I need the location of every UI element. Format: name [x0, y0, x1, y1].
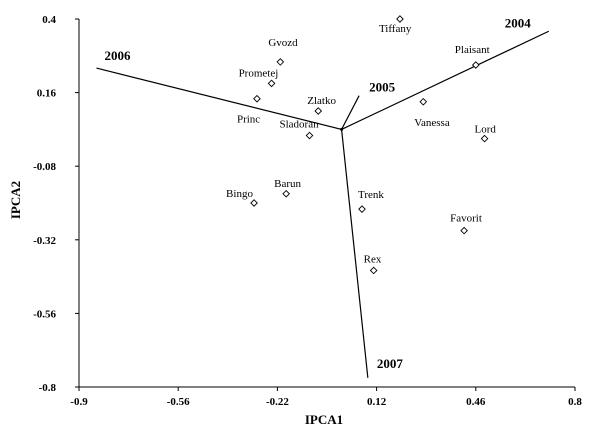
point-label-gvozd: Gvozd: [268, 37, 298, 49]
point-marker-barun: [282, 189, 290, 198]
y-tick-label: 0.4: [42, 14, 56, 26]
point-marker-vanessa: [419, 97, 428, 106]
point-label-plaisant: Plaisant: [455, 44, 490, 56]
vector-line-2007: [340, 129, 369, 378]
point-label-tiffany: Tiffany: [379, 23, 412, 35]
point-marker-plaisant: [471, 61, 480, 69]
point-label-zlatko: Zlatko: [307, 95, 336, 107]
point-marker-sladoran: [305, 131, 314, 140]
point-label-rex: Rex: [364, 253, 382, 265]
point-label-princ: Princ: [237, 114, 260, 126]
x-tick-label: -0.9: [70, 396, 88, 408]
point-marker-trenk: [358, 205, 366, 213]
x-axis-title: IPCA1: [305, 412, 343, 427]
environment-vectors: 2006 2004 2005 2007: [96, 15, 549, 378]
y-tick-label: 0.16: [37, 88, 57, 100]
vector-label-2004: 2004: [505, 15, 532, 30]
x-tick-label: 0.8: [568, 396, 582, 408]
point-marker-zlatko: [314, 107, 323, 115]
point-label-trenk: Trenk: [358, 189, 384, 201]
vector-label-2007: 2007: [377, 356, 404, 371]
vector-line-2006: [96, 67, 342, 130]
point-marker-gvozd: [276, 58, 285, 66]
x-tick-label: 0.12: [367, 396, 387, 408]
point-label-prometej: Prometej: [239, 67, 279, 79]
vector-label-2005: 2005: [369, 80, 396, 95]
point-label-lord: Lord: [475, 124, 497, 136]
y-tick-label: -0.32: [33, 235, 56, 247]
point-label-favorit: Favorit: [450, 213, 482, 225]
x-tick-label: -0.22: [266, 396, 289, 408]
x-tick-label: -0.56: [167, 396, 190, 408]
point-marker-favorit: [460, 226, 468, 235]
point-label-barun: Barun: [274, 178, 301, 190]
vector-label-2006: 2006: [105, 48, 132, 63]
vector-line-2005: [341, 95, 360, 130]
point-label-vanessa: Vanessa: [414, 117, 450, 129]
y-tick-label: -0.8: [39, 382, 57, 394]
origin-point: [340, 127, 344, 131]
y-axis-title: IPCA2: [8, 181, 23, 219]
y-tick-label: -0.56: [33, 308, 56, 320]
vector-line-2004: [341, 30, 549, 130]
point-marker-bingo: [250, 199, 258, 207]
point-marker-rex: [369, 266, 378, 275]
y-tick-label: -0.08: [33, 161, 56, 173]
point-label-bingo: Bingo: [226, 188, 253, 200]
point-label-sladoran: Sladoran: [279, 119, 319, 131]
point-marker-lord: [480, 134, 489, 143]
point-marker-tiffany: [396, 15, 404, 23]
point-marker-prometej: [267, 79, 276, 88]
axes: -0.9 -0.56 -0.22 0.12 0.46 0.8 0.4 0.16 -0.08 -0.…: [33, 14, 582, 408]
genotype-points: Gvozd Prometej Princ Zlatko Sladoran Tiffany P…: [226, 15, 497, 275]
point-marker-princ: [253, 94, 261, 103]
x-tick-label: 0.46: [466, 396, 486, 408]
